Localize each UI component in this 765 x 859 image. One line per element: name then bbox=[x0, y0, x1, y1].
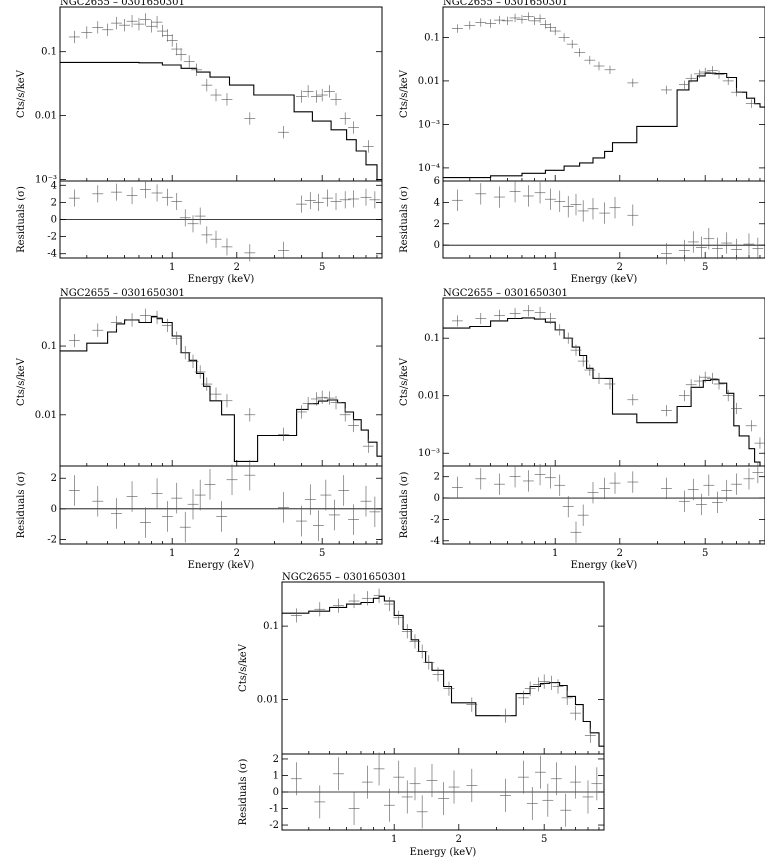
resid-y-tick-label: -2 bbox=[269, 820, 279, 831]
resid-y-tick-label: 0 bbox=[434, 493, 440, 504]
y-tick-label: 10⁻³ bbox=[35, 175, 57, 186]
model-curve bbox=[60, 61, 382, 181]
y-tick-label: 10⁻³ bbox=[418, 448, 440, 459]
x-tick-label: 5 bbox=[319, 548, 325, 559]
x-tick-label: 1 bbox=[552, 262, 558, 273]
x-tick-label: 5 bbox=[319, 262, 325, 273]
resid-y-tick-label: -2 bbox=[430, 514, 440, 525]
y-axis-label-lower: Residuals (σ) bbox=[399, 472, 410, 539]
panel-title: NGC2655 – 0301650301 bbox=[282, 572, 407, 583]
y-tick-label: 0.1 bbox=[424, 333, 440, 344]
y-axis-label-lower: Residuals (σ) bbox=[16, 186, 27, 253]
y-axis-label-upper: Cts/s/keV bbox=[16, 69, 27, 118]
y-tick-label: 0.01 bbox=[418, 76, 440, 87]
y-axis-label-upper: Cts/s/keV bbox=[238, 643, 249, 692]
panel-title: NGC2655 – 0301650301 bbox=[60, 0, 185, 8]
x-tick-label: 2 bbox=[234, 262, 240, 273]
resid-y-tick-label: 6 bbox=[434, 176, 440, 187]
resid-y-tick-label: -1 bbox=[269, 804, 279, 815]
resid-y-tick-label: 2 bbox=[51, 473, 57, 484]
x-tick-label: 1 bbox=[552, 548, 558, 559]
model-curve bbox=[443, 72, 765, 179]
upper-frame bbox=[442, 297, 765, 467]
upper-frame bbox=[59, 297, 383, 467]
panel-title: NGC2655 – 0301650301 bbox=[60, 288, 185, 299]
resid-y-tick-label: 1 bbox=[273, 770, 279, 781]
x-axis-label: Energy (keV) bbox=[571, 560, 638, 571]
y-tick-label: 10⁻³ bbox=[418, 119, 440, 130]
x-axis-label: Energy (keV) bbox=[188, 560, 255, 571]
panel-title: NGC2655 – 0301650301 bbox=[443, 288, 568, 299]
upper-frame bbox=[442, 6, 765, 182]
resid-y-tick-label: 2 bbox=[273, 754, 279, 765]
y-tick-label: 0.1 bbox=[263, 621, 279, 632]
x-axis-label: Energy (keV) bbox=[188, 274, 255, 285]
y-tick-label: 0.1 bbox=[41, 341, 57, 352]
upper-frame bbox=[59, 6, 383, 182]
x-tick-label: 5 bbox=[702, 262, 708, 273]
y-axis-label-upper: Cts/s/keV bbox=[16, 357, 27, 406]
x-tick-label: 2 bbox=[456, 834, 462, 845]
resid-y-tick-label: 2 bbox=[434, 219, 440, 230]
x-tick-label: 1 bbox=[169, 548, 175, 559]
resid-y-tick-label: -4 bbox=[47, 249, 57, 260]
x-tick-label: 5 bbox=[541, 834, 547, 845]
y-tick-label: 0.1 bbox=[41, 47, 57, 58]
y-tick-label: 10⁻⁴ bbox=[418, 163, 440, 174]
y-axis-label-upper: Cts/s/keV bbox=[399, 357, 410, 406]
resid-y-tick-label: -2 bbox=[47, 232, 57, 243]
y-axis-label-upper: Cts/s/keV bbox=[399, 69, 410, 118]
lower-frame bbox=[442, 465, 765, 545]
resid-y-tick-label: 2 bbox=[51, 197, 57, 208]
x-axis-label: Energy (keV) bbox=[571, 274, 638, 285]
resid-y-tick-label: 2 bbox=[434, 472, 440, 483]
x-tick-label: 2 bbox=[617, 548, 623, 559]
y-tick-label: 0.01 bbox=[35, 410, 57, 421]
model-curve bbox=[60, 315, 382, 462]
lower-frame bbox=[442, 180, 765, 259]
x-tick-label: 1 bbox=[169, 262, 175, 273]
x-tick-label: 1 bbox=[391, 834, 397, 845]
x-tick-label: 2 bbox=[234, 548, 240, 559]
x-axis-label: Energy (keV) bbox=[410, 847, 477, 858]
model-curve bbox=[282, 595, 604, 747]
resid-y-tick-label: 4 bbox=[51, 180, 57, 191]
resid-y-tick-label: 0 bbox=[51, 504, 57, 515]
y-axis-label-lower: Residuals (σ) bbox=[16, 472, 27, 539]
resid-y-tick-label: -2 bbox=[47, 534, 57, 545]
y-axis-label-lower: Residuals (σ) bbox=[238, 759, 249, 826]
x-tick-label: 2 bbox=[617, 262, 623, 273]
resid-y-tick-label: -4 bbox=[430, 536, 440, 547]
y-tick-label: 0.1 bbox=[424, 32, 440, 43]
y-tick-label: 0.01 bbox=[257, 694, 279, 705]
resid-y-tick-label: 0 bbox=[273, 787, 279, 798]
resid-y-tick-label: 0 bbox=[434, 240, 440, 251]
resid-y-tick-label: 0 bbox=[51, 215, 57, 226]
y-axis-label-lower: Residuals (σ) bbox=[399, 186, 410, 253]
panel-title: NGC2655 – 0301650301 bbox=[443, 0, 568, 8]
resid-y-tick-label: 4 bbox=[434, 197, 440, 208]
y-tick-label: 0.01 bbox=[35, 111, 57, 122]
y-tick-label: 0.01 bbox=[418, 391, 440, 402]
x-tick-label: 5 bbox=[702, 548, 708, 559]
lower-frame bbox=[59, 465, 383, 545]
model-curve bbox=[443, 317, 765, 467]
